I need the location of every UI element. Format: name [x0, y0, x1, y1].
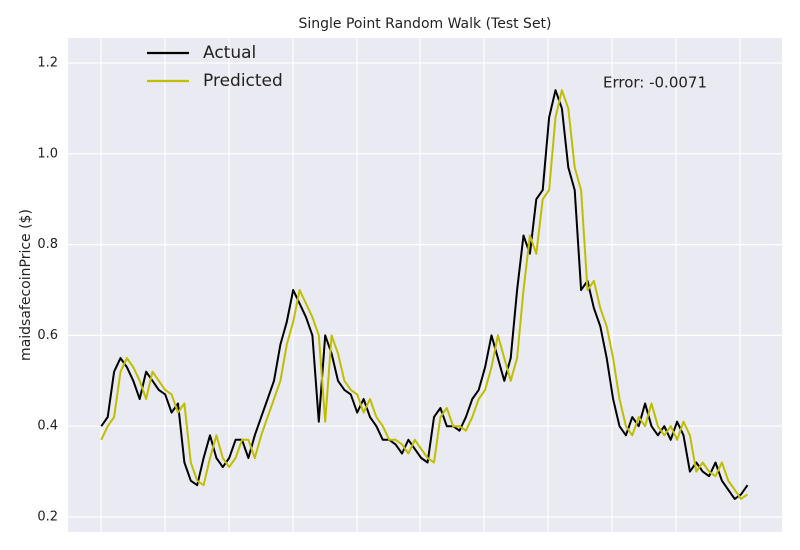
series-line [100, 89, 749, 500]
legend-label: Predicted [203, 71, 283, 91]
y-tick-label: 0.4 [37, 419, 58, 434]
y-grid [68, 62, 782, 518]
x-grid [100, 38, 741, 532]
y-tick-label: 0.6 [37, 328, 58, 343]
y-tick-label: 1.0 [37, 146, 58, 161]
y-axis-label: maidsafecoinPrice ($) [18, 209, 34, 361]
y-tick-label: 0.2 [37, 510, 58, 525]
plot-area [68, 38, 782, 532]
legend-label: Actual [203, 43, 256, 63]
legend: Actual Predicted [147, 43, 283, 91]
chart-title: Single Point Random Walk (Test Set) [298, 16, 551, 32]
y-tick-label: 1.2 [37, 55, 58, 70]
y-tick-label: 0.8 [37, 237, 58, 252]
series-line [100, 89, 749, 500]
annotation: Error: -0.0071 [603, 74, 707, 92]
lines [100, 89, 749, 500]
